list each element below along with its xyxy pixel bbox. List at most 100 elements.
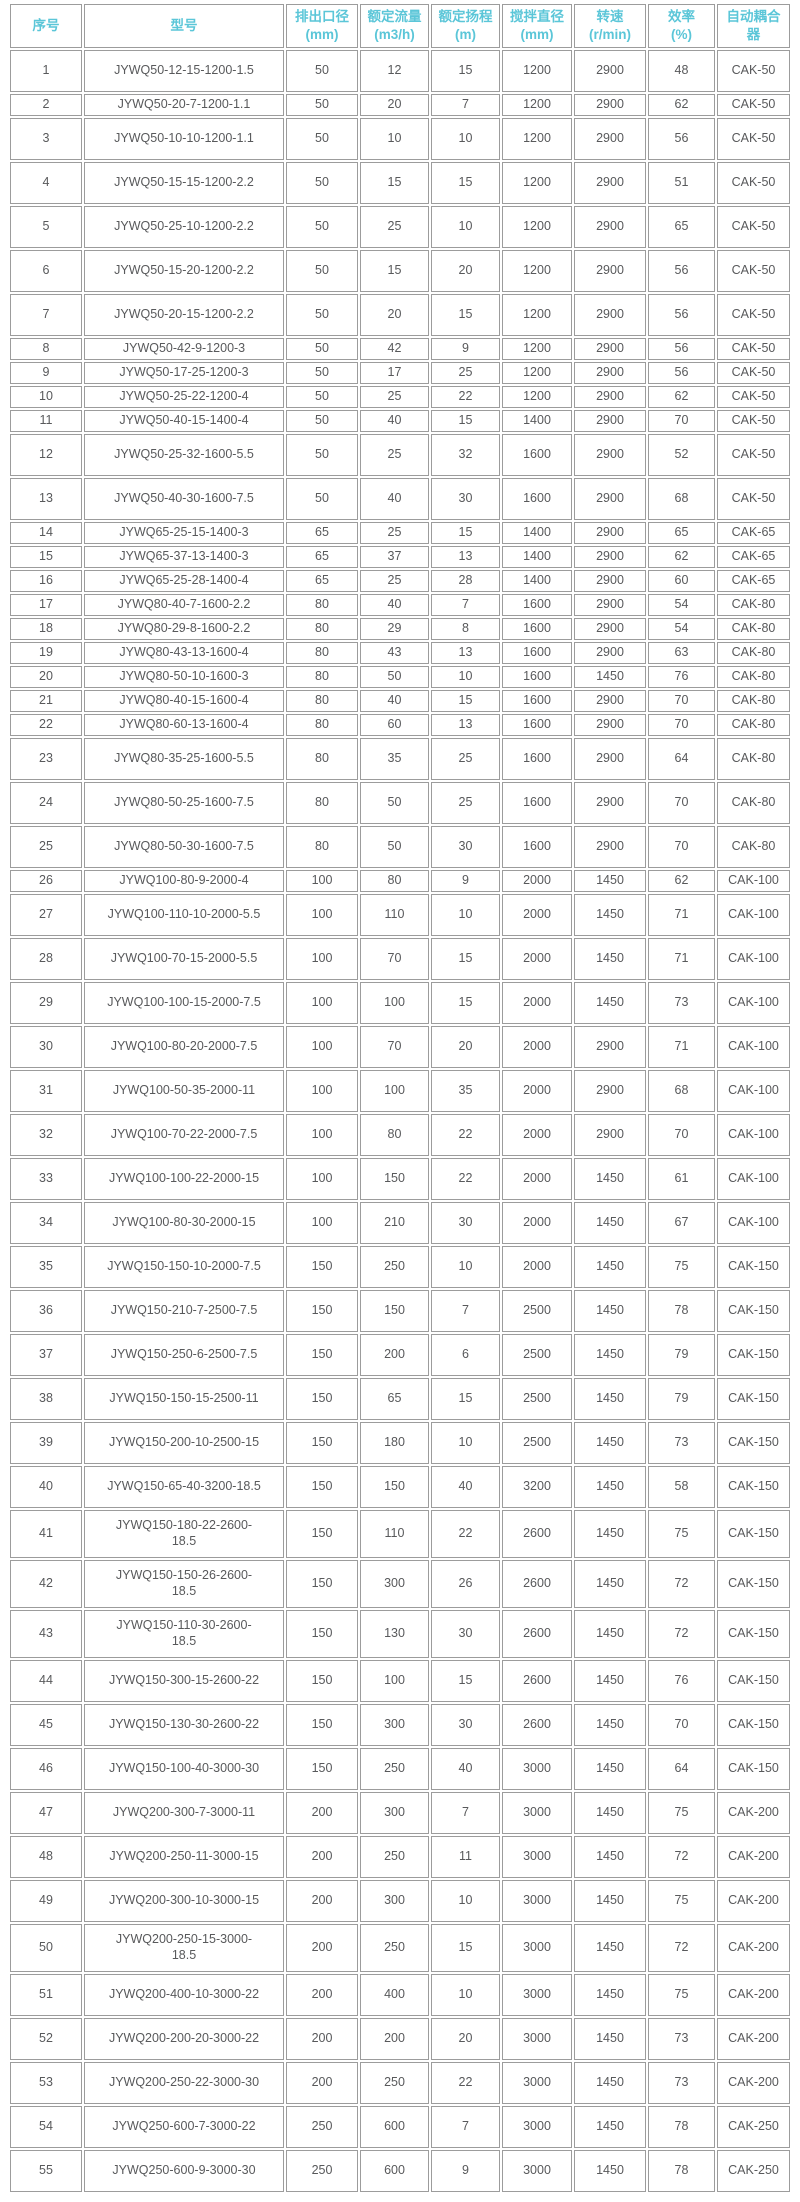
cell-rated_head: 15 (431, 1378, 500, 1420)
cell-efficiency: 62 (648, 870, 715, 892)
cell-model: JYWQ100-70-15-2000-5.5 (84, 938, 284, 980)
cell-model: JYWQ50-40-15-1400-4 (84, 410, 284, 432)
cell-mixing_diameter: 3000 (502, 1974, 572, 2016)
cell-index: 38 (10, 1378, 82, 1420)
table-row: 20 JYWQ80-50-10-1600-3 80 50 10 1600 1450 76 CAK… (10, 666, 790, 688)
cell-speed: 2900 (574, 1114, 646, 1156)
cell-rated_head: 30 (431, 478, 500, 520)
cell-model: JYWQ150-300-15-2600-22 (84, 1660, 284, 1702)
table-row: 25 JYWQ80-50-30-1600-7.5 80 50 30 1600 2900 70 C… (10, 826, 790, 868)
cell-efficiency: 63 (648, 642, 715, 664)
cell-rated_flow: 80 (360, 1114, 429, 1156)
cell-mixing_diameter: 1400 (502, 522, 572, 544)
cell-rated_head: 15 (431, 982, 500, 1024)
cell-speed: 1450 (574, 1748, 646, 1790)
cell-rated_flow: 80 (360, 870, 429, 892)
table-row: 36 JYWQ150-210-7-2500-7.5 150 150 7 2500 1450 7… (10, 1290, 790, 1332)
cell-rated_head: 15 (431, 50, 500, 92)
cell-mixing_diameter: 1200 (502, 362, 572, 384)
table-row: 50 JYWQ200-250-15-3000-18.5 200 250 15 3000 14… (10, 1924, 790, 1972)
cell-outlet_diameter: 150 (286, 1246, 358, 1288)
cell-model: JYWQ80-40-7-1600-2.2 (84, 594, 284, 616)
cell-efficiency: 75 (648, 1880, 715, 1922)
cell-mixing_diameter: 2500 (502, 1378, 572, 1420)
cell-efficiency: 76 (648, 1660, 715, 1702)
table-row: 21 JYWQ80-40-15-1600-4 80 40 15 1600 2900 70 CAK… (10, 690, 790, 712)
cell-model: JYWQ200-300-7-3000-11 (84, 1792, 284, 1834)
cell-rated_flow: 35 (360, 738, 429, 780)
cell-mixing_diameter: 3000 (502, 1880, 572, 1922)
cell-outlet_diameter: 150 (286, 1290, 358, 1332)
cell-model: JYWQ200-400-10-3000-22 (84, 1974, 284, 2016)
cell-outlet_diameter: 50 (286, 338, 358, 360)
cell-index: 29 (10, 982, 82, 1024)
cell-rated_flow: 40 (360, 690, 429, 712)
table-row: 33 JYWQ100-100-22-2000-15 100 150 22 2000 1450… (10, 1158, 790, 1200)
cell-model: JYWQ150-130-30-2600-22 (84, 1704, 284, 1746)
cell-rated_head: 13 (431, 546, 500, 568)
cell-index: 14 (10, 522, 82, 544)
table-row: 22 JYWQ80-60-13-1600-4 80 60 13 1600 2900 70 CAK… (10, 714, 790, 736)
cell-index: 43 (10, 1610, 82, 1658)
cell-speed: 1450 (574, 938, 646, 980)
cell-model: JYWQ150-150-10-2000-7.5 (84, 1246, 284, 1288)
cell-speed: 1450 (574, 2018, 646, 2060)
cell-mixing_diameter: 1600 (502, 666, 572, 688)
model-text: JYWQ150-180-22-2600-18.5 (115, 1518, 253, 1548)
cell-model: JYWQ100-80-9-2000-4 (84, 870, 284, 892)
cell-outlet_diameter: 100 (286, 870, 358, 892)
cell-rated_flow: 250 (360, 1924, 429, 1972)
table-row: 5 JYWQ50-25-10-1200-2.2 50 25 10 1200 2900 65 CA… (10, 206, 790, 248)
cell-index: 48 (10, 1836, 82, 1878)
cell-speed: 2900 (574, 118, 646, 160)
cell-speed: 1450 (574, 2106, 646, 2148)
model-text: JYWQ150-110-30-2600-18.5 (116, 1618, 252, 1648)
cell-efficiency: 48 (648, 50, 715, 92)
cell-efficiency: 62 (648, 546, 715, 568)
cell-rated_head: 35 (431, 1070, 500, 1112)
cell-coupling: CAK-100 (717, 1026, 790, 1068)
cell-rated_head: 10 (431, 118, 500, 160)
cell-model: JYWQ65-25-28-1400-4 (84, 570, 284, 592)
cell-efficiency: 72 (648, 1610, 715, 1658)
column-label: 效率 (668, 9, 695, 25)
column-label: 型号 (170, 18, 198, 34)
table-row: 40 JYWQ150-65-40-3200-18.5 150 150 40 3200 145… (10, 1466, 790, 1508)
cell-coupling: CAK-150 (717, 1748, 790, 1790)
table-row: 31 JYWQ100-50-35-2000-11 100 100 35 2000 2900 6… (10, 1070, 790, 1112)
cell-index: 12 (10, 434, 82, 476)
cell-speed: 2900 (574, 782, 646, 824)
cell-rated_flow: 180 (360, 1422, 429, 1464)
cell-rated_head: 15 (431, 522, 500, 544)
cell-rated_head: 11 (431, 1836, 500, 1878)
cell-rated_head: 7 (431, 1792, 500, 1834)
cell-coupling: CAK-50 (717, 162, 790, 204)
cell-efficiency: 75 (648, 1510, 715, 1558)
cell-speed: 1450 (574, 1704, 646, 1746)
cell-index: 24 (10, 782, 82, 824)
cell-coupling: CAK-50 (717, 250, 790, 292)
cell-outlet_diameter: 200 (286, 1880, 358, 1922)
cell-coupling: CAK-80 (717, 642, 790, 664)
cell-coupling: CAK-250 (717, 2150, 790, 2192)
cell-speed: 2900 (574, 250, 646, 292)
cell-coupling: CAK-150 (717, 1610, 790, 1658)
cell-index: 17 (10, 594, 82, 616)
column-header-speed: 转速 (r/min) (574, 4, 646, 48)
cell-coupling: CAK-150 (717, 1378, 790, 1420)
cell-mixing_diameter: 3000 (502, 2062, 572, 2104)
table-row: 46 JYWQ150-100-40-3000-30 150 250 40 3000 1450… (10, 1748, 790, 1790)
cell-coupling: CAK-100 (717, 1114, 790, 1156)
cell-coupling: CAK-65 (717, 522, 790, 544)
table-row: 6 JYWQ50-15-20-1200-2.2 50 15 20 1200 2900 56 CA… (10, 250, 790, 292)
cell-outlet_diameter: 150 (286, 1704, 358, 1746)
cell-rated_head: 8 (431, 618, 500, 640)
cell-efficiency: 56 (648, 338, 715, 360)
cell-rated_flow: 15 (360, 250, 429, 292)
cell-mixing_diameter: 2500 (502, 1290, 572, 1332)
cell-model: JYWQ150-210-7-2500-7.5 (84, 1290, 284, 1332)
cell-speed: 1450 (574, 1610, 646, 1658)
cell-rated_head: 22 (431, 386, 500, 408)
cell-index: 20 (10, 666, 82, 688)
cell-index: 10 (10, 386, 82, 408)
